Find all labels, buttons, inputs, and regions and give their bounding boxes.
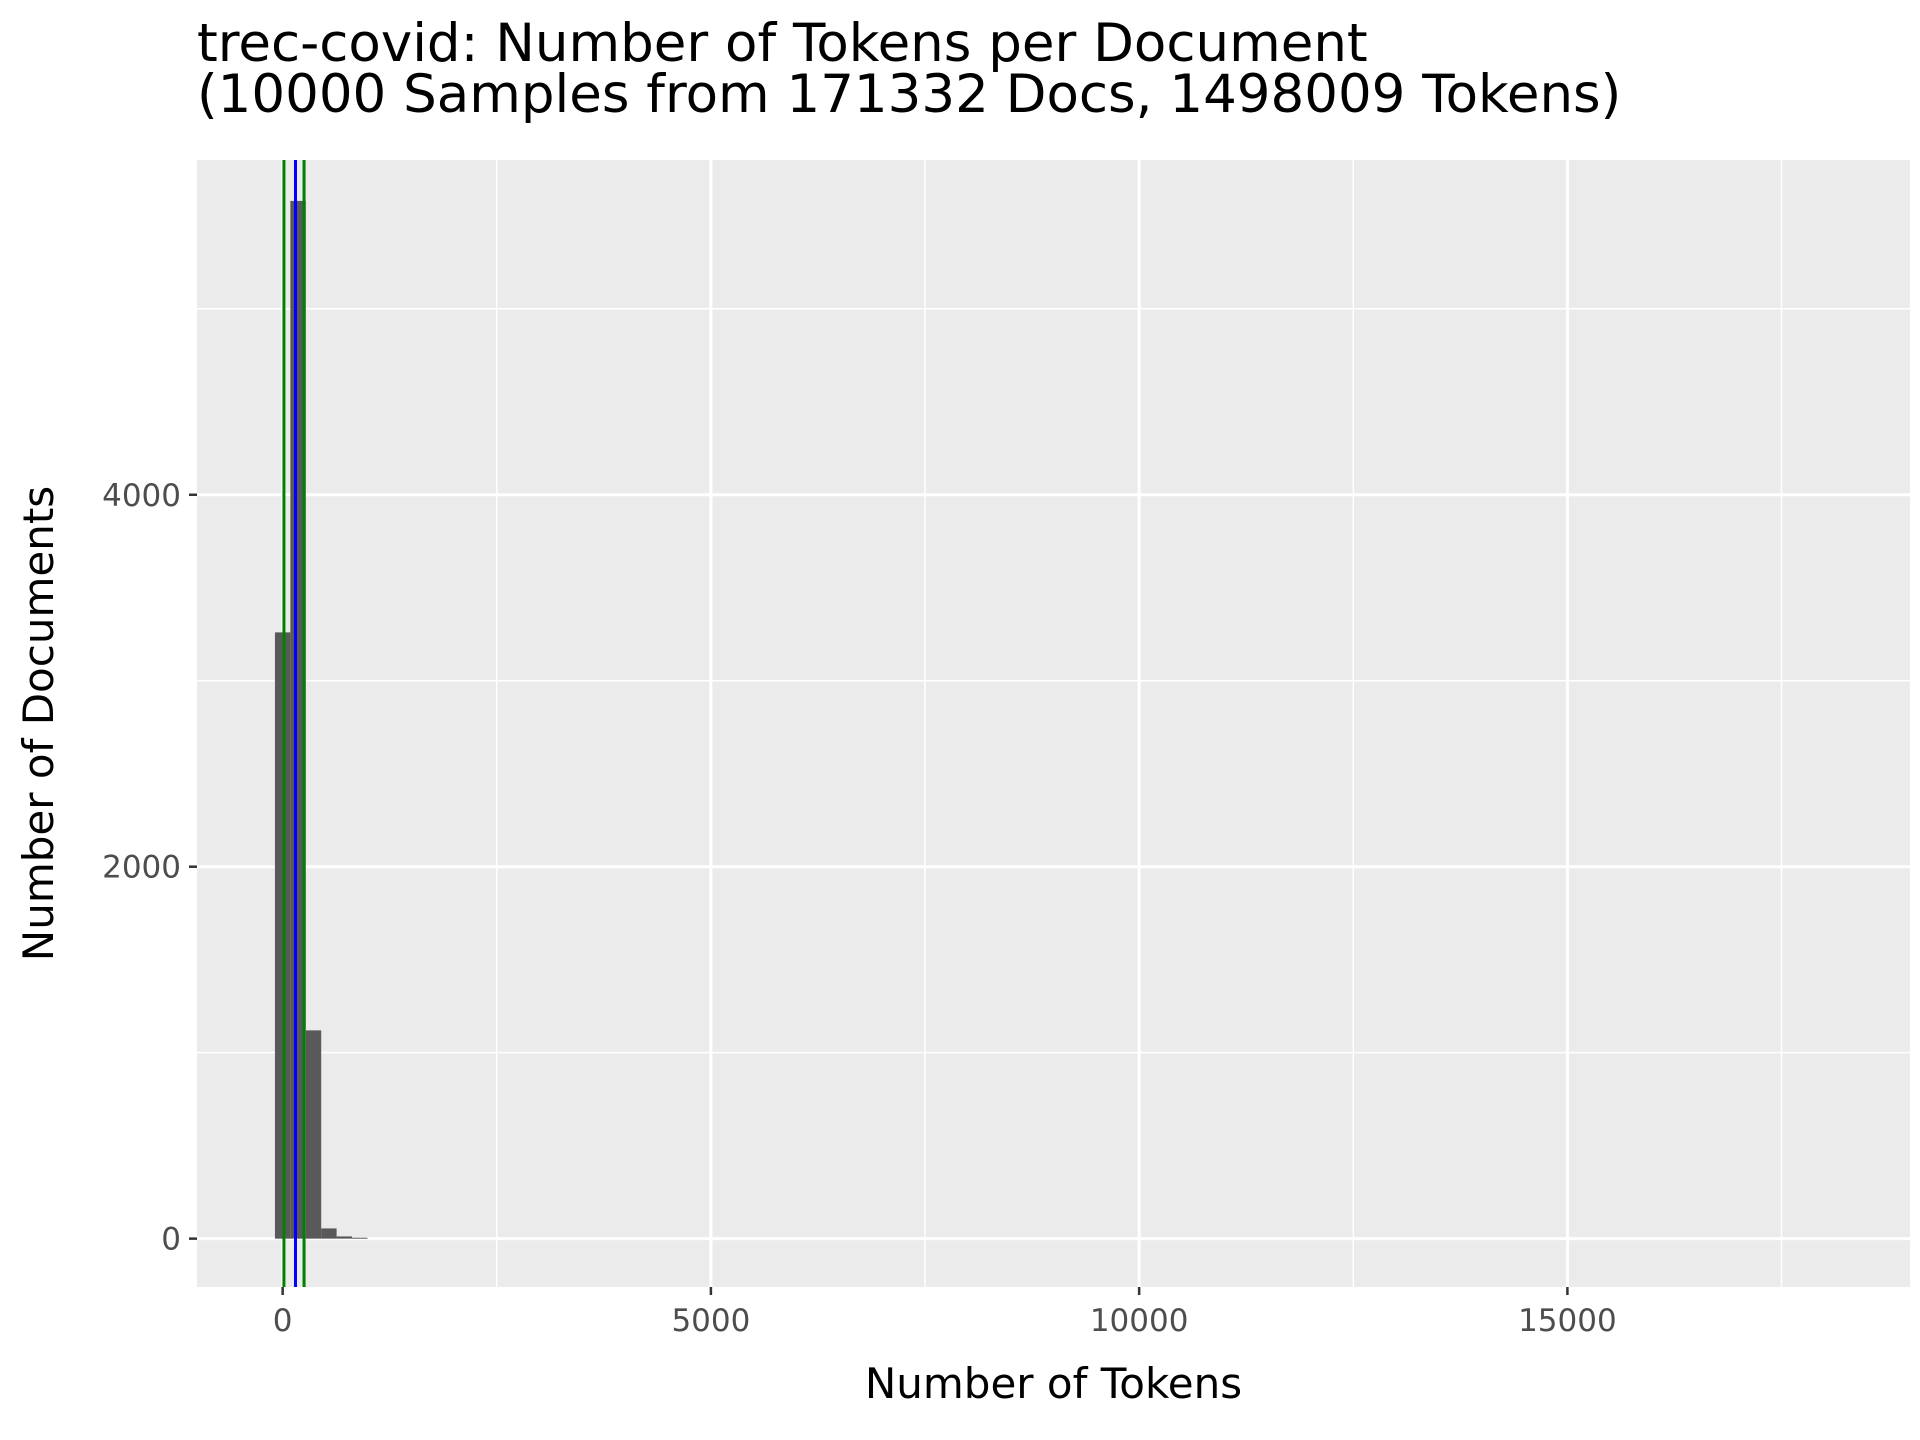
x-tick-label: 15000 [1518, 1303, 1617, 1339]
chart-title-line-2: (10000 Samples from 171332 Docs, 1498009… [197, 64, 1622, 125]
histogram-bar [352, 1237, 368, 1239]
plot-panel [197, 160, 1910, 1287]
histogram-bar [305, 1030, 322, 1239]
reference-lines [282, 160, 306, 1287]
minor-gridlines [197, 160, 1910, 1287]
x-tick-label: 0 [273, 1303, 293, 1339]
y-tick-label: 2000 [102, 850, 181, 886]
x-tick-label: 5000 [671, 1303, 750, 1339]
y-tick-label: 0 [161, 1222, 181, 1258]
x-tick-label: 10000 [1090, 1303, 1189, 1339]
y-axis-title: Number of Documents [14, 486, 63, 961]
histogram-bar [336, 1236, 353, 1239]
x-axis: 0 5000 10000 15000 [273, 1287, 1617, 1339]
y-tick-label: 4000 [102, 478, 181, 514]
histogram-bar [321, 1228, 337, 1239]
chart-title-line-1: trec-covid: Number of Tokens per Documen… [197, 13, 1368, 74]
x-axis-title: Number of Tokens [865, 1359, 1242, 1408]
y-axis: 0 2000 4000 [102, 478, 197, 1258]
